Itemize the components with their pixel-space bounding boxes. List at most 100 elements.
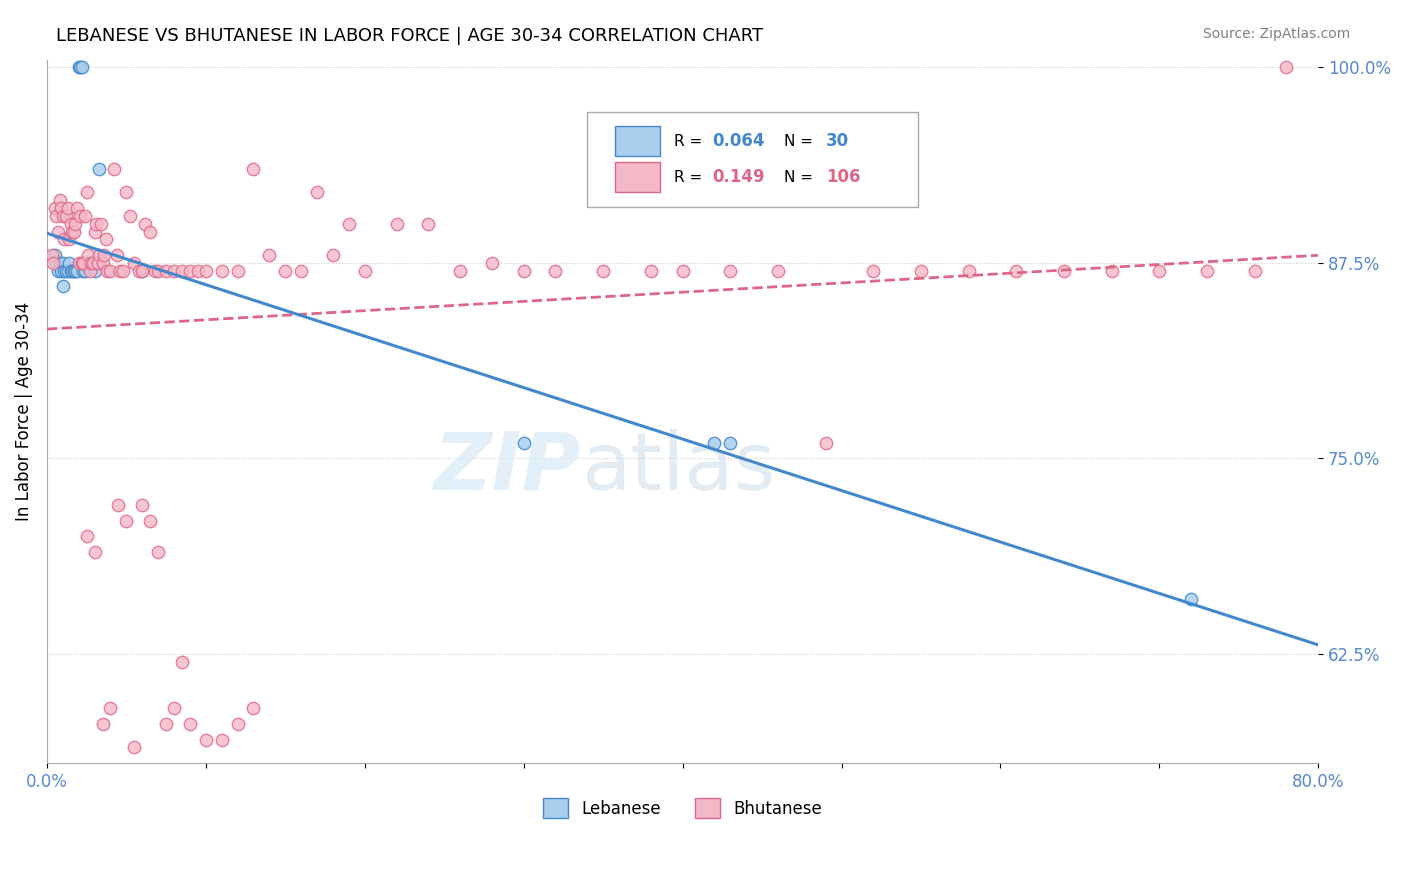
Text: Source: ZipAtlas.com: Source: ZipAtlas.com (1202, 27, 1350, 41)
Point (84, 217, 107, 231)
Point (67, 61, 90, 75)
Point (100, 263, 122, 277)
Point (80, 256, 103, 270)
Point (1053, 263, 1076, 277)
Point (337, 217, 360, 231)
Point (72, 256, 94, 270)
Point (76, 186, 98, 200)
Point (170, 263, 193, 277)
Point (90, 217, 112, 231)
Point (52, 256, 75, 270)
Point (242, 701, 264, 715)
Point (51, 201, 73, 215)
Point (63, 225, 86, 239)
Point (307, 186, 329, 200)
Point (91, 256, 114, 270)
Text: ZIP: ZIP (433, 429, 581, 507)
Point (77, 248, 100, 262)
Point (512, 263, 534, 277)
Point (42, 256, 65, 270)
Point (58, 256, 80, 270)
Point (134, 217, 156, 231)
Point (69, 209, 91, 223)
Point (131, 263, 153, 277)
Point (65, 263, 87, 277)
Point (143, 263, 166, 277)
Point (70, 256, 93, 270)
Point (45, 256, 67, 270)
Text: N =: N = (785, 134, 818, 149)
Point (146, 263, 169, 277)
Point (103, 162, 125, 177)
Point (139, 225, 162, 239)
Point (481, 256, 503, 270)
Point (60, 225, 83, 239)
Point (449, 263, 471, 277)
Point (718, 435, 741, 450)
Point (671, 263, 693, 277)
Text: atlas: atlas (581, 429, 775, 507)
Point (73, 263, 96, 277)
Point (41, 248, 63, 262)
Point (211, 732, 233, 747)
Point (58, 232, 80, 246)
Point (107, 498, 129, 512)
Point (124, 256, 146, 270)
Point (910, 263, 932, 277)
Point (105, 248, 128, 262)
Point (83, 225, 105, 239)
Point (72, 263, 94, 277)
Point (83, 545, 105, 559)
Point (87, 256, 110, 270)
Point (66, 201, 89, 215)
Point (59, 217, 82, 231)
Point (45, 209, 67, 223)
Point (170, 655, 193, 669)
Point (89, 248, 111, 262)
Point (55, 209, 77, 223)
Point (146, 545, 169, 559)
Point (274, 263, 297, 277)
Point (194, 732, 217, 747)
Point (322, 248, 344, 262)
Point (56, 201, 79, 215)
Point (115, 514, 138, 528)
FancyBboxPatch shape (616, 127, 659, 156)
Point (418, 217, 440, 231)
Point (79, 263, 101, 277)
Text: N =: N = (785, 169, 818, 185)
Point (139, 514, 162, 528)
Point (65, 217, 87, 231)
Point (703, 435, 725, 450)
Point (259, 248, 281, 262)
Point (640, 263, 662, 277)
Point (44, 201, 66, 215)
Text: LEBANESE VS BHUTANESE IN LABOR FORCE | AGE 30-34 CORRELATION CHART: LEBANESE VS BHUTANESE IN LABOR FORCE | A… (56, 27, 763, 45)
Point (211, 263, 233, 277)
Point (100, 701, 122, 715)
Point (862, 263, 884, 277)
Point (94, 232, 117, 246)
Point (179, 263, 201, 277)
Point (89, 162, 111, 177)
Point (44, 248, 66, 262)
Point (73, 209, 96, 223)
Point (155, 717, 177, 731)
Point (353, 263, 375, 277)
Point (46, 225, 69, 239)
Point (187, 263, 209, 277)
Point (67, 256, 90, 270)
Point (1180, 591, 1202, 606)
Point (96, 263, 118, 277)
Point (48, 194, 70, 208)
Point (112, 263, 135, 277)
Point (69, 61, 91, 75)
Point (70, 61, 93, 75)
Point (56, 263, 79, 277)
Point (128, 263, 150, 277)
Point (290, 263, 312, 277)
Point (1101, 263, 1123, 277)
Point (76, 529, 98, 543)
Point (53, 232, 76, 246)
Point (91, 717, 114, 731)
